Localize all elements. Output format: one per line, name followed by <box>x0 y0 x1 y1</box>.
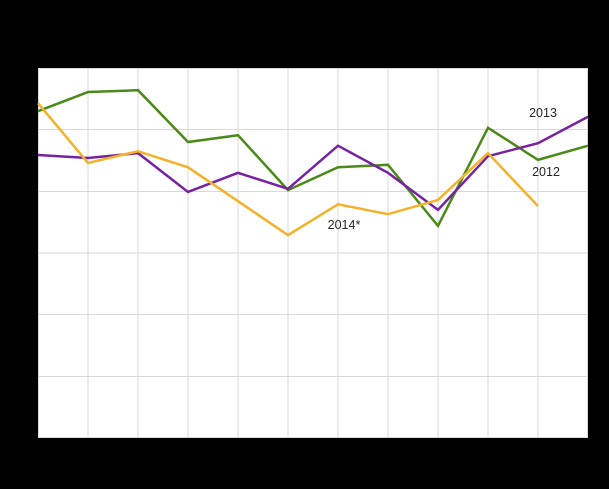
series-annotation-2013: 2013 <box>529 106 557 120</box>
series-annotation-2012: 2012 <box>532 165 560 179</box>
series-line-2014-prelim <box>37 102 539 237</box>
series-annotation-2014-prelim: 2014* <box>328 218 361 232</box>
series-line-2012 <box>37 88 589 229</box>
plot-border <box>38 68 588 438</box>
